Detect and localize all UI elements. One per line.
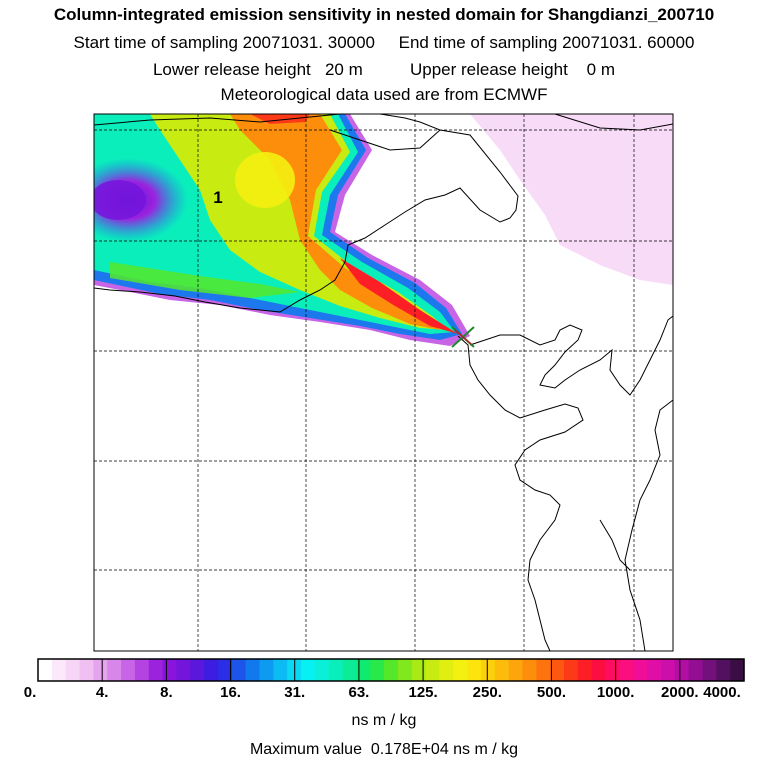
colorbar-cell	[121, 659, 136, 681]
colorbar-tick-label: 4000.	[703, 684, 741, 701]
colorbar-tick-label: 2000.	[661, 684, 699, 701]
colorbar-cell	[453, 659, 468, 681]
receptor-marker	[451, 326, 475, 348]
colorbar-cell	[508, 659, 524, 681]
colorbar-cell	[301, 659, 316, 681]
colorbar-cell	[93, 659, 108, 681]
colorbar-cell	[494, 659, 510, 681]
colorbar-cell	[356, 659, 371, 681]
colorbar-cell	[259, 659, 274, 681]
colorbar-cell	[605, 659, 621, 681]
map-frame	[93, 113, 674, 652]
maximum-value: Maximum value 0.178E+04 ns m / kg	[249, 741, 519, 758]
colorbar-tick-label: 31.	[284, 684, 306, 701]
colorbar-cell	[411, 659, 427, 681]
colorbar-cell	[591, 659, 607, 681]
colorbar-cells	[38, 659, 745, 681]
colorbar-units: ns m / kg	[351, 712, 417, 729]
colorbar-cell	[688, 659, 704, 681]
colorbar-cell	[633, 659, 648, 681]
colorbar-cell	[384, 659, 399, 681]
colorbar-cell	[660, 659, 676, 681]
colorbar-cell	[38, 659, 53, 681]
colorbar-cell	[716, 659, 731, 681]
plume-haze	[470, 114, 673, 285]
colorbar-tick-label: 1000.	[596, 684, 635, 701]
colorbar-frame	[37, 658, 745, 682]
colorbar-cell	[134, 659, 150, 681]
colorbar-tick-label: 125.	[408, 684, 438, 701]
plume-yellow-pocket	[235, 152, 295, 208]
colorbar-cell	[425, 659, 441, 681]
colorbar-cell	[176, 659, 191, 681]
colorbar-cell	[314, 659, 330, 681]
colorbar-cell	[148, 659, 164, 681]
colorbar-cell	[536, 659, 551, 681]
colorbar-tick-label: 16.	[220, 684, 241, 701]
colorbar-tick-label: 8.	[160, 684, 173, 701]
colorbar-cell	[328, 659, 344, 681]
colorbar-cell	[204, 659, 219, 681]
plume-label: 1	[213, 188, 222, 207]
colorbar-tick-label: 4.	[95, 684, 109, 701]
colorbar-tick-label: 250.	[472, 684, 502, 701]
sampling-times: Start time of sampling 20071031. 30000 E…	[73, 33, 695, 52]
colorbar-cell	[577, 659, 593, 681]
colorbar-cell	[217, 659, 233, 681]
colorbar-cell	[480, 659, 496, 681]
colorbar-cell	[51, 659, 67, 681]
colorbar-cell	[273, 659, 288, 681]
colorbar-cell	[467, 659, 482, 681]
colorbar-cell	[702, 659, 717, 681]
met-data-source: Meteorological data used are from ECMWF	[220, 85, 548, 104]
plume-red	[340, 258, 458, 334]
plume-core-inner	[94, 180, 146, 220]
colorbar-tick-label: 500.	[536, 684, 567, 701]
plume	[94, 114, 673, 346]
colorbar-cell	[439, 659, 454, 681]
colorbar-cell	[619, 659, 634, 681]
colorbar-cell	[674, 659, 690, 681]
colorbar-cell	[564, 659, 579, 681]
colorbar-tick-label: 63.	[348, 684, 370, 701]
coastlines	[93, 113, 674, 652]
colorbar-cell	[190, 659, 205, 681]
colorbar-cell	[522, 659, 537, 681]
map-title: Column-integrated emission sensitivity i…	[53, 5, 715, 24]
release-heights: Lower release height 20 m Upper release …	[152, 60, 616, 79]
colorbar-cell	[65, 659, 81, 681]
plume-green-streak	[110, 262, 300, 298]
lat-lon-grid	[94, 114, 673, 651]
colorbar-cell	[107, 659, 122, 681]
colorbar-cell	[162, 659, 178, 681]
colorbar-cell	[245, 659, 261, 681]
colorbar-cell	[730, 659, 745, 681]
colorbar-cell	[370, 659, 385, 681]
colorbar-cell	[342, 659, 357, 681]
colorbar-cell	[647, 659, 662, 681]
colorbar-cell	[397, 659, 413, 681]
colorbar-tick-label: 0.	[23, 684, 37, 701]
colorbar-cell	[231, 659, 247, 681]
colorbar-cell	[79, 659, 94, 681]
colorbar-cell	[550, 659, 565, 681]
